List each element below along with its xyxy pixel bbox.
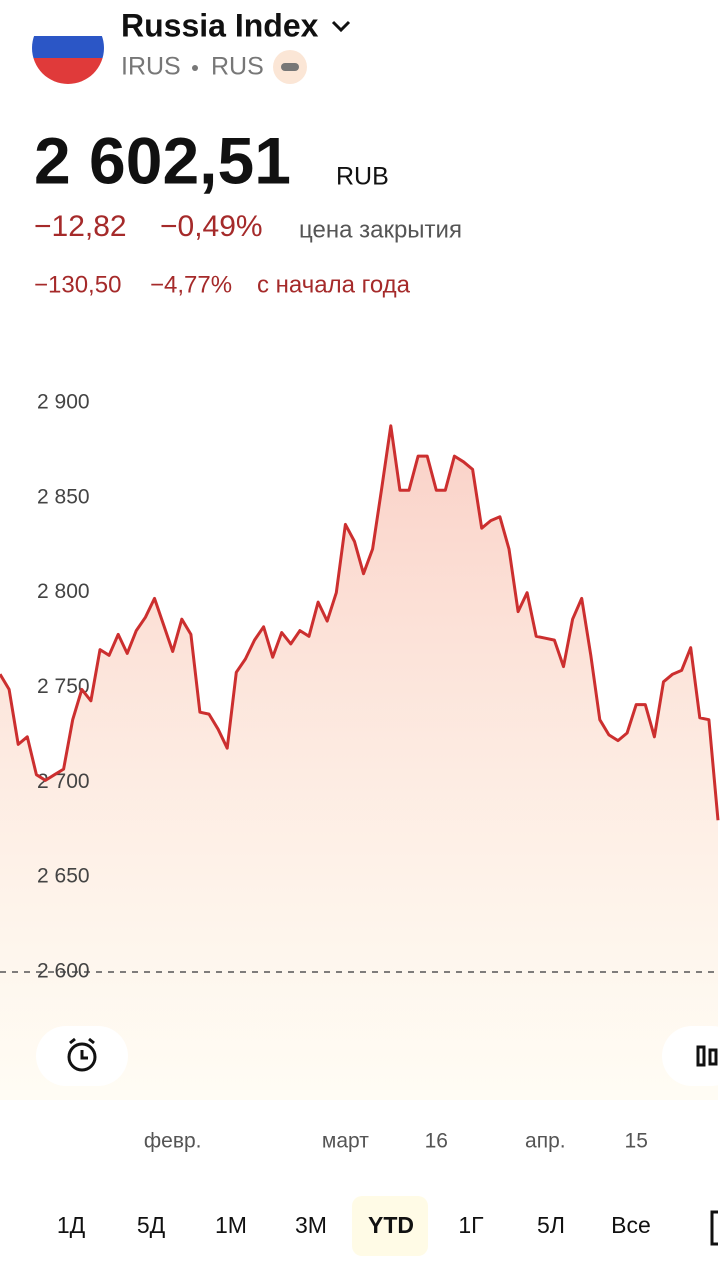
status-icon (281, 63, 299, 71)
range-button[interactable]: Все (611, 1212, 651, 1238)
chevron[interactable] (331, 20, 351, 33)
range-button[interactable]: 3М (295, 1212, 327, 1238)
flag-icon (32, 12, 104, 84)
price: 2 602,51 (34, 123, 291, 197)
range-button[interactable]: YTD (368, 1212, 414, 1238)
chart: 2 600 2 650 2 700 2 750 2 800 2 850 2 900 февр.… (0, 391, 720, 1153)
range-button[interactable]: 1Д (57, 1212, 86, 1238)
y-tick-label: 2 900 (37, 391, 90, 414)
range-button[interactable]: 5Д (137, 1212, 166, 1238)
dot (192, 65, 198, 71)
y-tick-label: 2 850 (37, 485, 90, 508)
y-tick-label: 2 600 (37, 960, 90, 983)
x-tick-label: апр. (525, 1130, 566, 1153)
area (0, 425, 718, 1100)
alert-icon (67, 1037, 97, 1072)
title[interactable]: Russia Index (121, 7, 319, 43)
ytd-change: −130,50 (34, 271, 121, 298)
y-tick-label: 2 700 (37, 770, 90, 793)
range-button[interactable]: 1М (215, 1212, 247, 1238)
chart-type-button[interactable] (662, 1026, 720, 1086)
y-tick-label: 2 650 (37, 865, 90, 888)
x-tick-label: 16 (425, 1130, 448, 1153)
y-tick-label: 2 800 (37, 580, 90, 603)
ticker: IRUS (121, 53, 181, 81)
x-tick-label: 15 (625, 1130, 648, 1153)
range-selected-bg (352, 1196, 428, 1256)
change: −12,82 (34, 210, 127, 243)
x-tick-label: март (322, 1130, 369, 1153)
exchange: RUS (211, 53, 264, 81)
change-pct: −0,49% (160, 210, 263, 243)
change-note: цена закрытия (299, 216, 462, 243)
ytd-note: с начала года (257, 271, 411, 298)
x-tick-label: февр. (144, 1130, 202, 1153)
range-button[interactable]: 1Г (458, 1212, 484, 1238)
currency: RUB (336, 163, 389, 191)
y-tick-label: 2 750 (37, 675, 90, 698)
ytd-pct: −4,77% (150, 271, 232, 298)
range-bar: 1Д 5Д 1М 3М YTD 1Г 5Л Все (57, 1212, 651, 1238)
line (0, 424, 720, 821)
candle-icon (696, 1045, 718, 1067)
range-button[interactable]: 5Л (537, 1212, 565, 1238)
fullscreen-icon[interactable] (710, 1210, 718, 1246)
